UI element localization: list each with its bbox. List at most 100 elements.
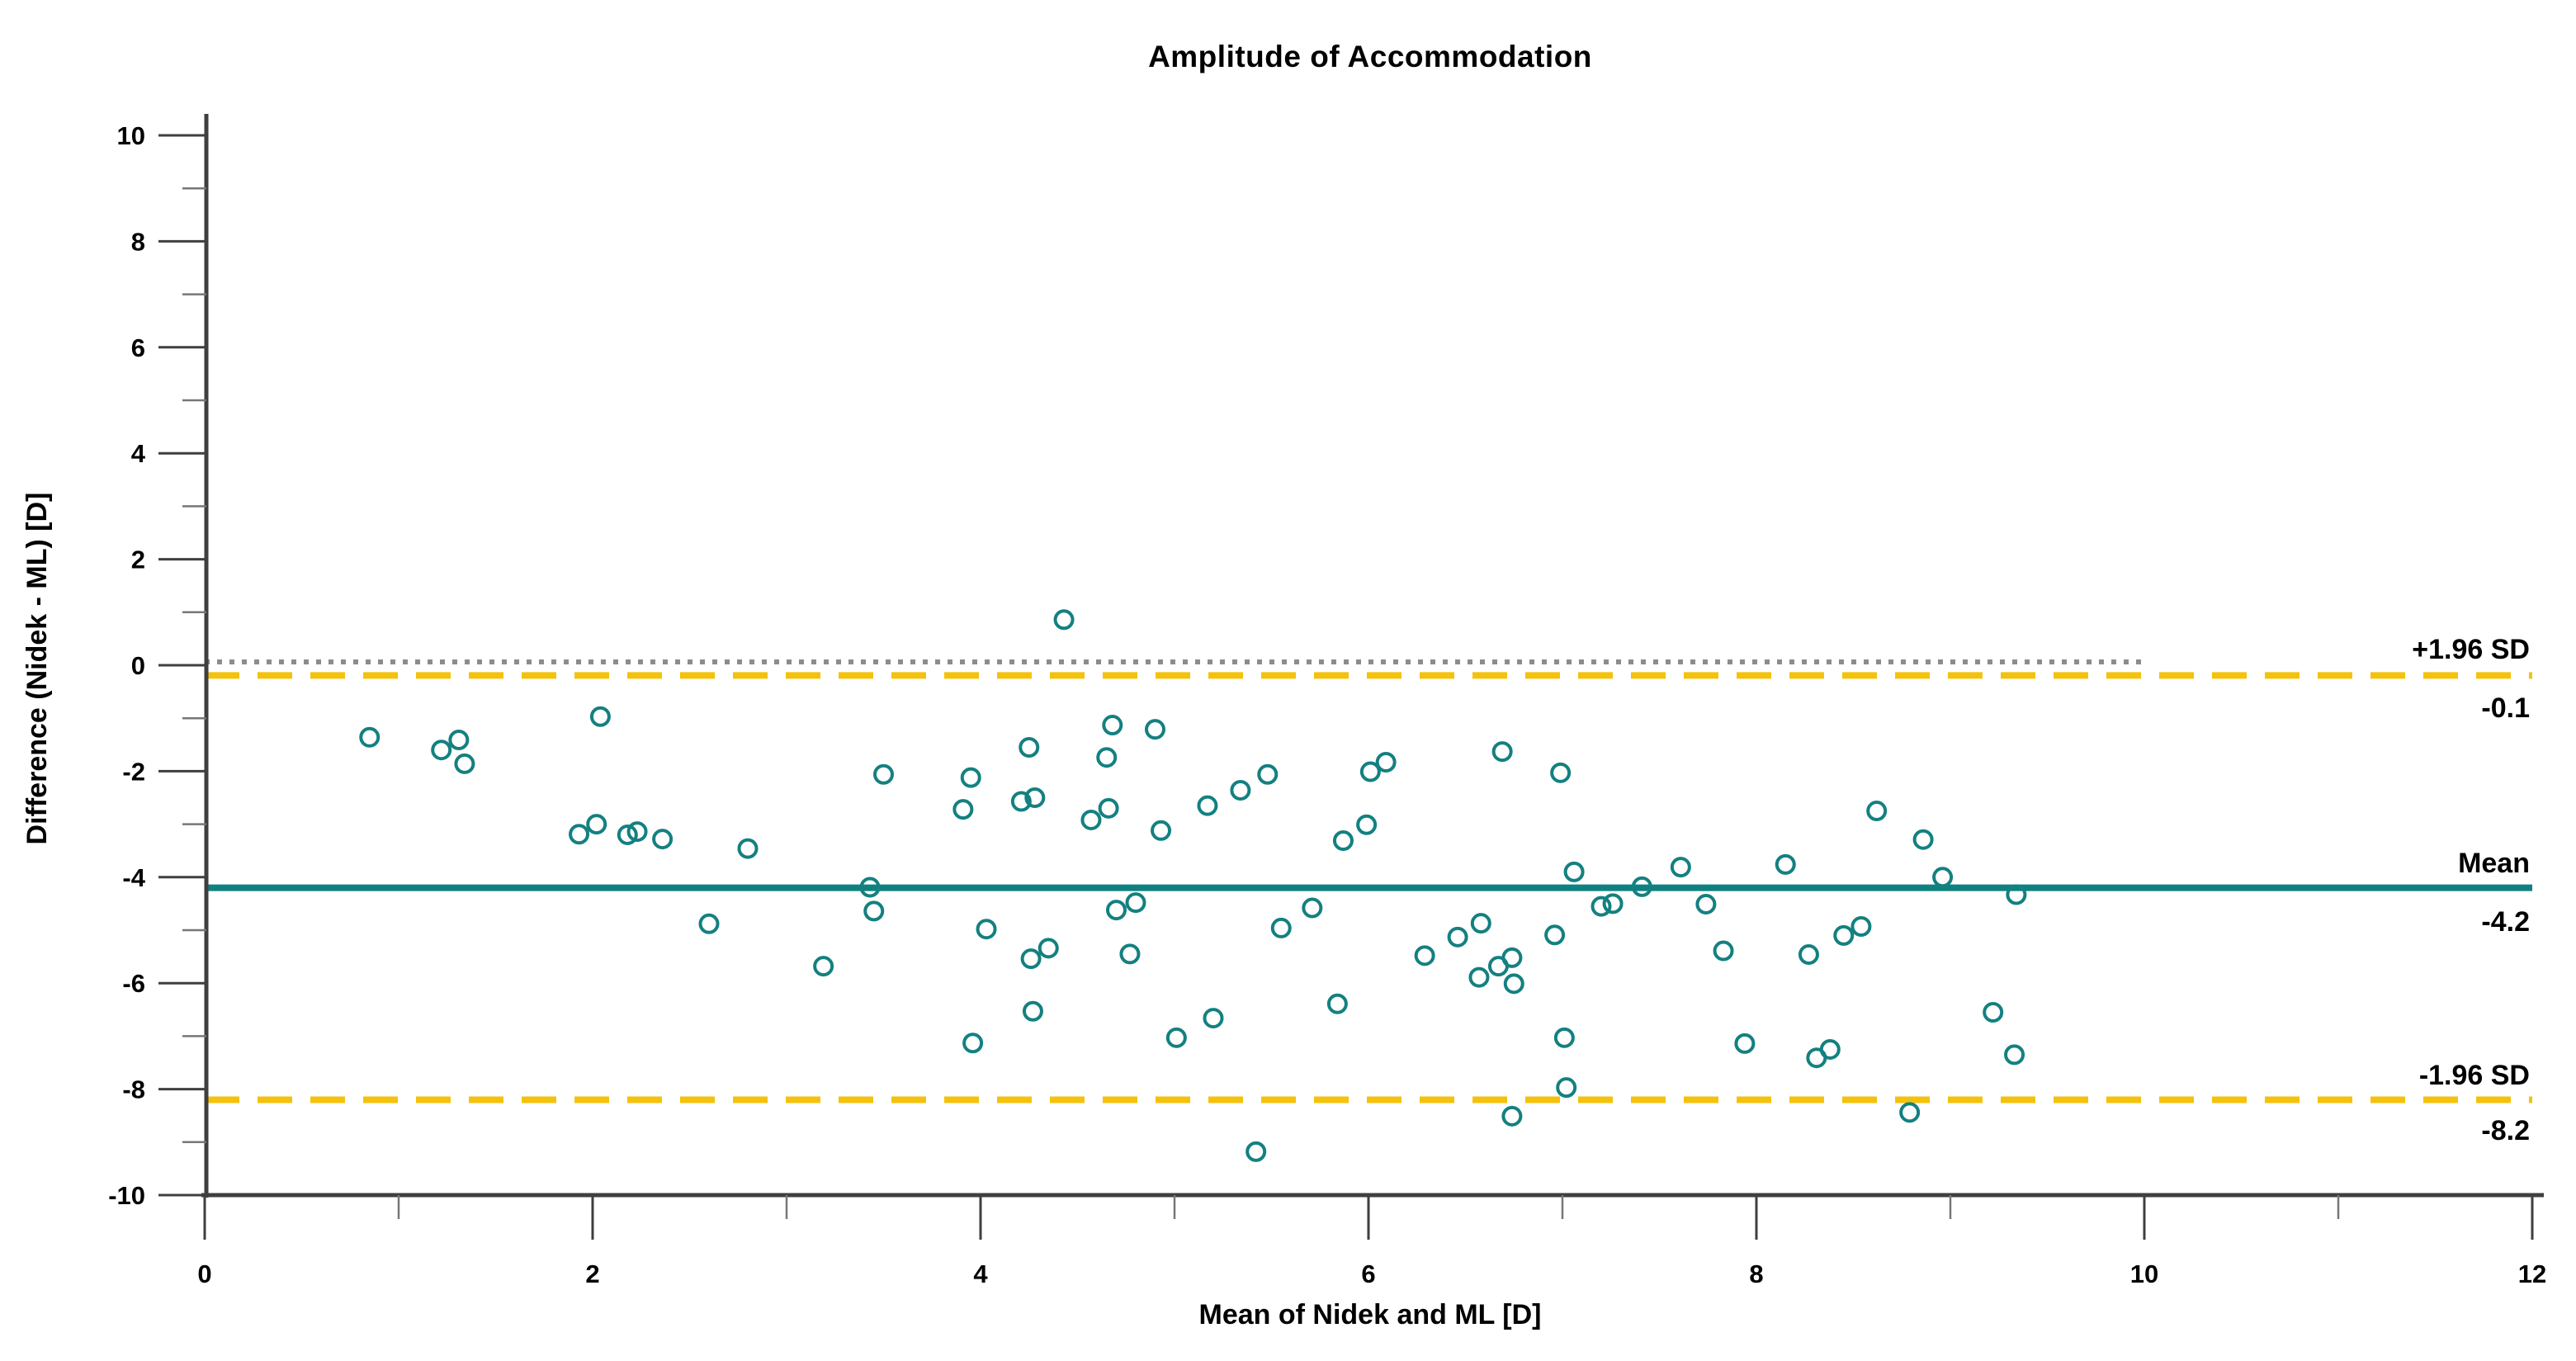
- data-point-marker: [1080, 809, 1102, 830]
- data-point-marker: [1375, 751, 1397, 773]
- x-tick-label: 8: [1749, 1259, 1763, 1288]
- y-tick-label: 2: [131, 546, 145, 574]
- y-tick-label: -8: [122, 1075, 145, 1104]
- data-point-marker: [448, 730, 470, 751]
- data-point-marker: [1151, 820, 1172, 841]
- data-point-marker: [1010, 791, 1032, 812]
- data-point-marker: [1096, 747, 1118, 768]
- data-point-marker: [626, 821, 648, 843]
- data-point-marker: [1912, 829, 1934, 850]
- data-point-marker: [976, 919, 997, 940]
- data-point-marker: [2006, 884, 2027, 905]
- data-point-marker: [1197, 795, 1218, 816]
- y-tick-label: -4: [122, 863, 145, 892]
- x-tick-label: 10: [2130, 1259, 2158, 1288]
- data-point-marker: [1119, 943, 1141, 965]
- data-point-marker: [1713, 940, 1734, 962]
- data-point-marker: [1037, 938, 1059, 959]
- data-point-marker: [1550, 762, 1572, 783]
- data-point-marker: [737, 838, 759, 859]
- data-point-marker: [873, 763, 894, 785]
- y-tick-label: 4: [131, 439, 146, 468]
- data-point-marker: [1145, 719, 1165, 740]
- data-point-marker: [586, 814, 607, 835]
- data-point-marker: [359, 726, 380, 748]
- data-point-marker: [1819, 1038, 1841, 1060]
- data-point-marker: [617, 824, 638, 845]
- data-point-marker: [1470, 913, 1491, 934]
- data-point-marker: [1125, 892, 1146, 914]
- data-point-marker: [2004, 1044, 2025, 1066]
- data-point-marker: [1053, 609, 1075, 631]
- data-point-marker: [454, 753, 475, 774]
- lower-loa-value: -8.2: [2481, 1115, 2530, 1146]
- data-point-marker: [1302, 897, 1323, 919]
- data-point-marker: [1165, 1027, 1187, 1048]
- data-point-marker: [1447, 926, 1468, 948]
- data-point-marker: [1833, 924, 1855, 946]
- data-point-marker: [652, 829, 674, 850]
- x-tick-label: 12: [2518, 1259, 2546, 1288]
- data-point-marker: [1022, 1000, 1043, 1022]
- data-point-marker: [1602, 893, 1624, 914]
- data-point-marker: [952, 799, 974, 820]
- x-tick-label: 2: [585, 1259, 599, 1288]
- upper-loa-label: +1.96 SD: [2412, 634, 2530, 665]
- y-tick-label: 6: [131, 333, 145, 362]
- y-tick-label: 10: [117, 121, 145, 150]
- data-point-marker: [1359, 761, 1381, 782]
- mean-line-label: Mean: [2458, 848, 2530, 879]
- lower-loa-label: -1.96 SD: [2418, 1060, 2530, 1091]
- data-point-marker: [1102, 715, 1123, 736]
- x-tick-label: 4: [973, 1259, 988, 1288]
- data-point-marker: [960, 767, 981, 788]
- data-point-marker: [962, 1033, 984, 1054]
- data-point-marker: [1024, 787, 1046, 808]
- data-point-marker: [1775, 853, 1796, 875]
- y-tick-label: 8: [131, 227, 145, 256]
- data-point-marker: [589, 706, 611, 727]
- data-point-marker: [1899, 1102, 1921, 1123]
- data-point-marker: [859, 877, 881, 898]
- x-tick-label: 6: [1361, 1259, 1375, 1288]
- data-point-marker: [1270, 917, 1292, 938]
- data-point-marker: [1491, 741, 1513, 763]
- data-point-marker: [1631, 876, 1652, 897]
- mean-line-value: -4.2: [2481, 906, 2530, 938]
- data-point-marker: [1106, 900, 1127, 921]
- data-point-marker: [1695, 894, 1717, 915]
- data-point-marker: [1203, 1008, 1224, 1029]
- y-tick-label: 0: [131, 651, 145, 680]
- chart-title: Amplitude of Accommodation: [1148, 40, 1592, 73]
- y-axis-title: Difference (Nidek - ML) [D]: [21, 492, 53, 845]
- data-point-marker: [1670, 857, 1691, 878]
- x-tick-label: 0: [197, 1259, 211, 1288]
- data-point-marker: [1414, 945, 1435, 966]
- y-tick-label: -10: [108, 1181, 145, 1210]
- y-tick-label: -6: [122, 969, 145, 998]
- data-point-marker: [863, 900, 885, 922]
- data-point-marker: [1734, 1033, 1756, 1054]
- data-point-marker: [813, 956, 834, 977]
- upper-loa-value: -0.1: [2481, 692, 2530, 724]
- data-point-marker: [1501, 1105, 1523, 1127]
- data-point-marker: [1591, 896, 1612, 917]
- data-point-marker: [1544, 924, 1566, 946]
- data-point-marker: [1020, 948, 1042, 970]
- data-point-marker: [1245, 1141, 1267, 1162]
- data-point-marker: [1257, 763, 1279, 785]
- data-point-marker: [431, 740, 452, 761]
- data-point-marker: [1468, 966, 1490, 988]
- data-point-marker: [1983, 1002, 2004, 1023]
- x-axis-title: Mean of Nidek and ML [D]: [1198, 1299, 1542, 1330]
- data-point-marker: [1332, 830, 1354, 852]
- data-point-marker: [1501, 947, 1523, 968]
- data-point-marker: [1503, 973, 1524, 995]
- y-tick-label: -2: [122, 757, 145, 786]
- data-point-marker: [1932, 867, 1954, 888]
- data-point-marker: [1556, 1077, 1577, 1099]
- data-point-marker: [698, 913, 720, 934]
- data-point-marker: [1850, 916, 1872, 938]
